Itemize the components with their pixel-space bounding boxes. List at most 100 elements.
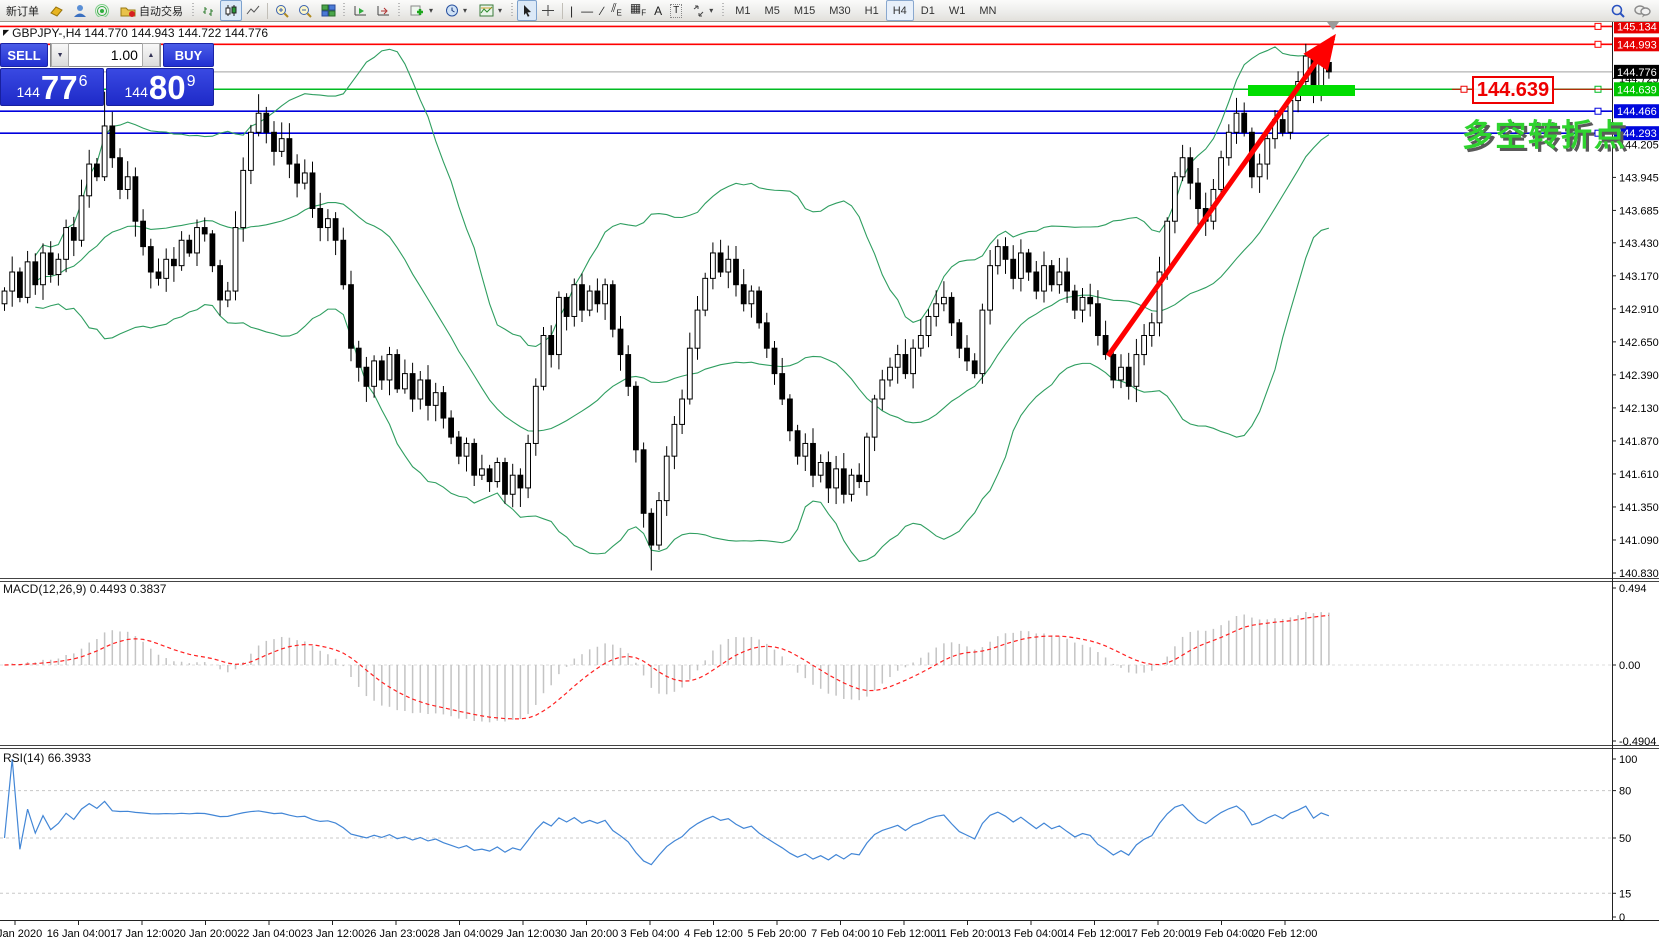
autotrading-button[interactable]: 自动交易 bbox=[114, 0, 189, 21]
line-handle[interactable] bbox=[1594, 40, 1602, 48]
support-highlight-bar[interactable] bbox=[1248, 85, 1355, 96]
line-handle[interactable] bbox=[1594, 129, 1602, 137]
price-tick-label: 141.610 bbox=[1619, 469, 1659, 481]
volume-value[interactable]: 1.00 bbox=[110, 47, 138, 63]
chart-shift-button[interactable] bbox=[372, 0, 395, 21]
templates-button[interactable]: ▾ bbox=[473, 0, 508, 21]
time-axis-label[interactable]: 23 Jan 12:00 bbox=[301, 928, 365, 940]
cursor-icon bbox=[524, 5, 532, 17]
time-axis-label[interactable]: 10 Feb 12:00 bbox=[872, 928, 937, 940]
time-axis-label[interactable]: 7 Feb 04:00 bbox=[811, 928, 870, 940]
autoscroll-button[interactable] bbox=[349, 0, 372, 21]
chat-button[interactable] bbox=[1630, 0, 1655, 21]
time-axis-label[interactable]: 22 Jan 04:00 bbox=[237, 928, 301, 940]
search-button[interactable] bbox=[1607, 0, 1630, 21]
mql5-community-button[interactable] bbox=[68, 0, 91, 21]
collapse-panel-icon[interactable]: ◤ bbox=[3, 28, 10, 37]
timeframe-button-mn[interactable]: MN bbox=[979, 4, 997, 17]
rsi-axis-label: 50 bbox=[1619, 833, 1631, 845]
timeframe-button-h1[interactable]: H1 bbox=[864, 4, 879, 17]
new-order-button[interactable]: 新订单 bbox=[0, 0, 45, 21]
time-axis-label[interactable]: 14 Feb 12:00 bbox=[1062, 928, 1127, 940]
volume-decrease-button[interactable]: ▼ bbox=[51, 43, 70, 67]
dropdown-caret-icon: ▾ bbox=[498, 6, 503, 15]
chart-shift-marker[interactable] bbox=[1327, 22, 1339, 30]
price-tag-144639[interactable]: 144.639 bbox=[1472, 76, 1554, 104]
timeframes-menu-button[interactable]: ▾ bbox=[439, 0, 473, 21]
sell-price-pips: 77 bbox=[40, 69, 78, 106]
text-tool-button[interactable]: A bbox=[650, 0, 666, 21]
fibonacci-tool-button[interactable]: ▦F bbox=[626, 0, 650, 21]
line-chart-button[interactable] bbox=[242, 0, 264, 21]
sell-price-figure: 144 bbox=[16, 84, 40, 100]
time-axis-label[interactable]: 26 Jan 23:00 bbox=[364, 928, 428, 940]
time-axis-label[interactable]: 30 Jan 20:00 bbox=[555, 928, 619, 940]
sell-price-display[interactable]: 144 77 6 bbox=[0, 68, 105, 106]
line-handle[interactable] bbox=[1594, 107, 1602, 115]
chart-title: ◤ GBPJPY-,H4 144.770 144.943 144.722 144.… bbox=[3, 26, 268, 40]
candlestick-chart-button[interactable] bbox=[220, 0, 242, 21]
toolbar-drag-handle[interactable] bbox=[191, 3, 196, 18]
time-axis-label[interactable]: 5 Feb 20:00 bbox=[748, 928, 807, 940]
rsi-axis-label: 15 bbox=[1619, 888, 1631, 900]
time-axis-label[interactable]: 4 Jan 2020 bbox=[0, 928, 42, 940]
price-label-text: 144.639 bbox=[1617, 84, 1657, 96]
time-axis-label[interactable]: 20 Jan 20:00 bbox=[174, 928, 238, 940]
line-handle[interactable] bbox=[1594, 22, 1602, 30]
time-axis-label[interactable]: 16 Jan 04:00 bbox=[47, 928, 111, 940]
time-axis-label[interactable]: 4 Feb 12:00 bbox=[684, 928, 743, 940]
chart-window[interactable]: 144.725 144.205 143.945 143.685 143.430 143.1… bbox=[0, 22, 1659, 943]
vertical-line-tool-button[interactable]: | bbox=[566, 0, 577, 21]
chart-canvas[interactable]: 144.725144.205143.945143.685143.430143.1… bbox=[0, 22, 1659, 943]
tile-windows-button[interactable] bbox=[317, 0, 340, 21]
trendline-tool-button[interactable]: ∕ bbox=[597, 0, 607, 21]
time-axis-label[interactable]: 17 Jan 12:00 bbox=[110, 928, 174, 940]
zoom-in-button[interactable] bbox=[271, 0, 294, 21]
time-axis-label[interactable]: 3 Feb 04:00 bbox=[621, 928, 680, 940]
toolbar-drag-handle[interactable] bbox=[397, 3, 402, 18]
crosshair-icon bbox=[542, 5, 555, 16]
buy-price-display[interactable]: 144 80 9 bbox=[106, 68, 214, 106]
crosshair-tool-button[interactable] bbox=[537, 0, 559, 21]
bar-chart-button[interactable] bbox=[198, 0, 220, 21]
timeframe-button-m30[interactable]: M30 bbox=[829, 4, 851, 17]
timeframe-button-w1[interactable]: W1 bbox=[948, 4, 966, 17]
signals-button[interactable] bbox=[91, 0, 114, 21]
new-order-label: 新订单 bbox=[6, 5, 39, 18]
arrows-tool-button[interactable]: ▾ bbox=[686, 0, 719, 21]
trend-note-text[interactable]: 多空转折点 bbox=[1462, 118, 1627, 153]
ohlc-close: 144.776 bbox=[224, 26, 269, 40]
toolbar-drag-handle[interactable] bbox=[510, 3, 516, 18]
zoom-out-button[interactable] bbox=[294, 0, 317, 21]
timeframe-group: M1 M5 M15 M30 H1 H4 D1 W1 MN bbox=[728, 0, 1003, 21]
macd-signal-value: 0.3837 bbox=[129, 582, 167, 596]
price-tag-handle[interactable] bbox=[1460, 85, 1468, 93]
time-axis-label[interactable]: 13 Feb 04:00 bbox=[999, 928, 1064, 940]
sell-button[interactable]: SELL bbox=[0, 43, 49, 67]
buy-button[interactable]: BUY bbox=[162, 43, 214, 67]
market-watch-button[interactable] bbox=[45, 0, 68, 21]
timeframe-button-d1[interactable]: D1 bbox=[920, 4, 935, 17]
time-axis-label[interactable]: 19 Feb 04:00 bbox=[1189, 928, 1254, 940]
timeframe-button-h4[interactable]: H4 bbox=[885, 0, 914, 21]
volume-increase-button[interactable]: ▲ bbox=[141, 43, 160, 67]
time-axis-label[interactable]: 28 Jan 04:00 bbox=[428, 928, 492, 940]
horizontal-line-tool-button[interactable]: — bbox=[577, 0, 597, 21]
text-label-tool-button[interactable]: T bbox=[666, 0, 686, 21]
time-axis-label[interactable]: 20 Feb 12:00 bbox=[1253, 928, 1318, 940]
time-axis-label[interactable]: 11 Feb 20:00 bbox=[935, 928, 999, 940]
trend-arrow-line[interactable] bbox=[1105, 33, 1336, 358]
price-tick-label: 140.830 bbox=[1619, 568, 1659, 580]
indicators-button[interactable]: ▾ bbox=[404, 0, 439, 21]
toolbar-drag-handle[interactable] bbox=[342, 3, 347, 18]
sell-price-point: 6 bbox=[78, 73, 88, 90]
time-axis-label[interactable]: 29 Jan 12:00 bbox=[491, 928, 555, 940]
time-axis-label[interactable]: 17 Feb 20:00 bbox=[1126, 928, 1191, 940]
price-label-box bbox=[1614, 126, 1659, 141]
timeframe-button-m5[interactable]: M5 bbox=[764, 4, 780, 17]
cursor-tool-button[interactable] bbox=[517, 0, 538, 21]
timeframe-button-m1[interactable]: M1 bbox=[735, 4, 751, 17]
timeframe-button-m15[interactable]: M15 bbox=[793, 4, 816, 17]
toolbar-drag-handle[interactable] bbox=[721, 3, 727, 18]
channel-tool-button[interactable]: ⫽E bbox=[607, 0, 626, 21]
